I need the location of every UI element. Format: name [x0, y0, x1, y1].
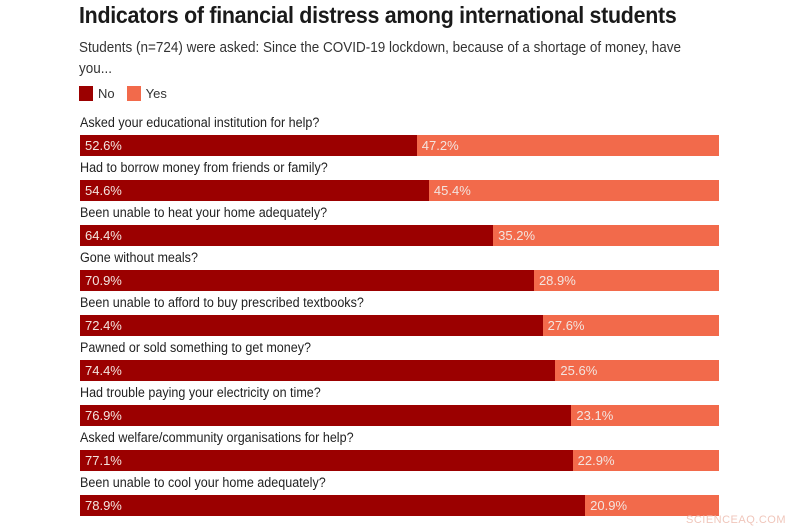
bar-value-label: 23.1%: [576, 408, 614, 423]
watermark: SCIENCEAQ.COM: [685, 514, 786, 526]
bar-segment-no: 52.6%: [80, 135, 417, 156]
stacked-bar: 70.9% 28.9%: [80, 270, 719, 291]
bar-segment-yes: 45.4%: [428, 180, 719, 201]
legend-label-yes: Yes: [145, 86, 167, 101]
bar-segment-yes: 22.9%: [572, 450, 719, 471]
bar-value-label: 35.2%: [498, 228, 536, 243]
bar-row: Been unable to cool your home adequately…: [80, 473, 720, 518]
bar-row: Been unable to afford to buy prescribed …: [80, 293, 720, 338]
bar-chart: Asked your educational institution for h…: [80, 113, 720, 518]
bar-segment-yes: 35.2%: [493, 225, 719, 246]
stacked-bar: 52.6% 47.2%: [80, 135, 719, 156]
bar-segment-yes: 23.1%: [571, 405, 719, 426]
stacked-bar: 54.6% 45.4%: [80, 180, 719, 201]
bar-value-label: 70.9%: [85, 273, 122, 288]
bar-value-label: 20.9%: [590, 498, 628, 513]
bar-row: Been unable to heat your home adequately…: [80, 203, 720, 248]
bar-row: Pawned or sold something to get money? 74…: [80, 338, 720, 383]
bar-segment-no: 76.9%: [80, 405, 572, 426]
bar-value-label: 78.9%: [85, 498, 122, 513]
bar-segment-yes: 25.6%: [555, 360, 719, 381]
chart-title: Indicators of financial distress among i…: [79, 2, 677, 28]
bar-value-label: 74.4%: [85, 363, 122, 378]
stacked-bar: 72.4% 27.6%: [80, 315, 719, 336]
legend-swatch-yes: [126, 86, 141, 101]
bar-label: Been unable to heat your home adequately…: [80, 205, 328, 220]
bar-row: Gone without meals? 70.9% 28.9%: [80, 248, 720, 293]
bar-value-label: 54.6%: [85, 183, 122, 198]
bar-label: Gone without meals?: [80, 250, 198, 265]
bar-segment-yes: 47.2%: [416, 135, 719, 156]
bar-value-label: 28.9%: [538, 273, 576, 288]
bar-value-label: 45.4%: [433, 183, 471, 198]
bar-value-label: 27.6%: [547, 318, 585, 333]
bar-value-label: 77.1%: [85, 453, 122, 468]
bar-segment-no: 64.4%: [80, 225, 494, 246]
bar-segment-no: 72.4%: [80, 315, 543, 336]
bar-label: Pawned or sold something to get money?: [80, 340, 312, 355]
bar-value-label: 64.4%: [85, 228, 122, 243]
bar-label: Had to borrow money from friends or fami…: [80, 160, 328, 175]
bar-segment-no: 74.4%: [80, 360, 556, 381]
bar-label: Been unable to cool your home adequately…: [80, 475, 326, 490]
bar-label: Asked welfare/community organisations fo…: [80, 430, 354, 445]
stacked-bar: 78.9% 20.9%: [80, 495, 719, 516]
legend-label-no: No: [98, 86, 115, 101]
bar-value-label: 22.9%: [577, 453, 615, 468]
bar-value-label: 52.6%: [85, 138, 122, 153]
legend-item-no: No: [79, 86, 115, 101]
stacked-bar: 64.4% 35.2%: [80, 225, 719, 246]
legend-item-yes: Yes: [126, 86, 167, 101]
legend: No Yes: [79, 86, 179, 101]
bar-row: Asked welfare/community organisations fo…: [80, 428, 720, 473]
bar-value-label: 76.9%: [85, 408, 122, 423]
bar-segment-yes: 28.9%: [533, 270, 719, 291]
bar-row: Asked your educational institution for h…: [80, 113, 720, 158]
bar-label: Been unable to afford to buy prescribed …: [80, 295, 364, 310]
legend-swatch-no: [79, 86, 93, 101]
bar-row: Had trouble paying your electricity on t…: [80, 383, 720, 428]
stacked-bar: 74.4% 25.6%: [80, 360, 719, 381]
stacked-bar: 77.1% 22.9%: [80, 450, 719, 471]
bar-segment-no: 54.6%: [80, 180, 429, 201]
bar-segment-no: 70.9%: [80, 270, 534, 291]
bar-segment-no: 78.9%: [80, 495, 586, 516]
bar-value-label: 25.6%: [560, 363, 598, 378]
chart-subtitle: Students (n=724) were asked: Since the C…: [79, 40, 682, 77]
bar-label: Asked your educational institution for h…: [80, 115, 320, 130]
bar-segment-yes: 27.6%: [542, 315, 719, 336]
stacked-bar: 76.9% 23.1%: [80, 405, 719, 426]
bar-segment-no: 77.1%: [80, 450, 573, 471]
bar-row: Had to borrow money from friends or fami…: [80, 158, 720, 203]
bar-value-label: 47.2%: [421, 138, 459, 153]
bar-value-label: 72.4%: [85, 318, 122, 333]
bar-label: Had trouble paying your electricity on t…: [80, 385, 321, 400]
bar-segment-yes: 20.9%: [585, 495, 719, 516]
